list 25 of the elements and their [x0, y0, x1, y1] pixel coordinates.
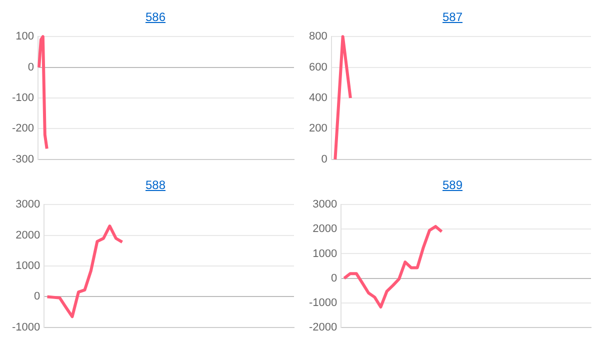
y-tick-label: 2000	[312, 223, 338, 236]
chart-title: 588	[144, 177, 167, 194]
y-tick-label: 0	[331, 272, 338, 284]
y-tick-label: 1000	[16, 260, 40, 272]
y-tick-label: 3000	[312, 198, 338, 211]
chart-title: 586	[144, 9, 167, 26]
y-tick-label: 3000	[16, 198, 40, 211]
y-tick-label: 800	[308, 30, 328, 43]
chart-title: 587	[441, 9, 464, 26]
y-tick-label: -2000	[308, 321, 338, 334]
y-tick-label: -1000	[308, 296, 338, 309]
y-tick-label: 0	[321, 153, 328, 166]
y-tick-label: 200	[308, 122, 328, 135]
y-tick-label: 1000	[312, 248, 338, 260]
y-tick-label: -300	[12, 153, 34, 166]
y-tick-label: 400	[308, 92, 328, 104]
y-tick-label: -100	[12, 92, 34, 104]
y-tick-label: 0	[34, 290, 40, 303]
y-tick-label: -1000	[12, 321, 40, 334]
y-tick-label: 600	[308, 61, 328, 74]
chart-title: 589	[441, 177, 464, 194]
y-tick-label: 100	[16, 30, 34, 43]
y-tick-label: 0	[28, 61, 34, 74]
y-tick-label: 2000	[16, 229, 40, 242]
y-tick-label: -200	[12, 122, 34, 135]
